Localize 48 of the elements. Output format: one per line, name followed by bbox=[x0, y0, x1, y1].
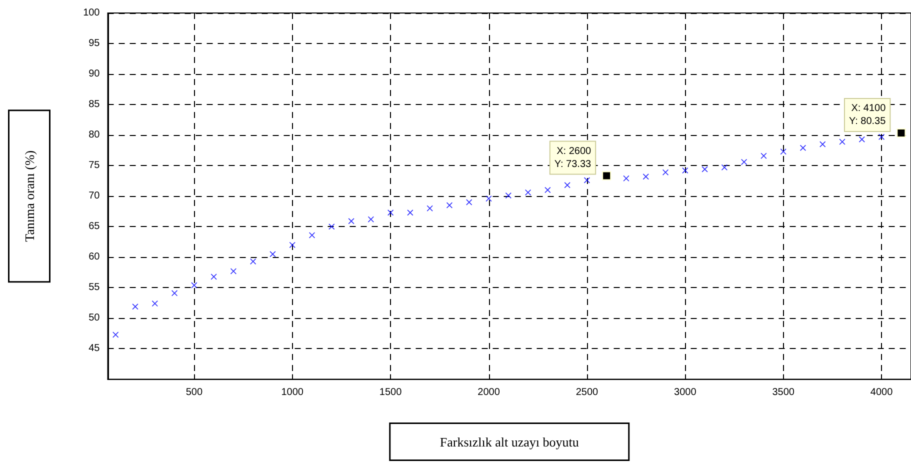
x-tick-label: 3000 bbox=[674, 386, 697, 398]
annotation: X: 2600 Y: 73.33 bbox=[554, 146, 592, 170]
point bbox=[525, 189, 532, 196]
annotation: X: 4100 Y: 80.35 bbox=[848, 102, 886, 127]
point bbox=[858, 136, 865, 142]
y-tick-label: 45 bbox=[88, 343, 100, 354]
point bbox=[426, 205, 433, 212]
point bbox=[642, 174, 649, 180]
point bbox=[348, 218, 354, 224]
x-tick-label: 1000 bbox=[281, 386, 304, 398]
point bbox=[505, 192, 512, 199]
y-tick-label: 85 bbox=[88, 99, 100, 110]
y-tick-label: 95 bbox=[88, 38, 100, 50]
point bbox=[760, 152, 767, 159]
point bbox=[368, 216, 374, 222]
point bbox=[702, 166, 708, 172]
y-tick-label: 75 bbox=[88, 160, 100, 172]
point bbox=[388, 210, 394, 216]
point bbox=[741, 158, 748, 165]
point bbox=[839, 138, 846, 145]
point bbox=[289, 242, 296, 248]
y-tick-label: 65 bbox=[88, 221, 100, 232]
point bbox=[191, 282, 198, 288]
point bbox=[250, 258, 256, 264]
point bbox=[152, 300, 158, 307]
y-tick-label: 80 bbox=[88, 130, 100, 141]
y-tick-label: 90 bbox=[88, 68, 100, 80]
y-tick-label: 100 bbox=[83, 8, 100, 18]
point bbox=[800, 144, 806, 151]
point bbox=[112, 332, 119, 338]
point bbox=[328, 224, 335, 230]
x-tick-label: 500 bbox=[186, 386, 203, 398]
y-axis-title: Tanıma oranı (%) bbox=[22, 150, 37, 242]
y-tick-label: 70 bbox=[88, 190, 100, 202]
point bbox=[407, 210, 414, 216]
y-tick-label: 60 bbox=[88, 252, 100, 263]
point bbox=[878, 134, 885, 140]
point bbox=[564, 182, 570, 188]
x-tick-label: 4000 bbox=[870, 386, 894, 398]
x-tick-label: 3500 bbox=[772, 386, 795, 398]
x-axis-title: Farksızlık alt uzayı boyutu bbox=[440, 434, 580, 450]
y-tick-label: 50 bbox=[88, 312, 100, 324]
y-tick-label: 55 bbox=[88, 282, 100, 294]
x-tick-label: 1500 bbox=[379, 386, 402, 398]
point bbox=[210, 274, 217, 280]
point bbox=[721, 164, 728, 170]
x-tick-label: 2500 bbox=[576, 386, 599, 398]
x-tick-label: 2000 bbox=[478, 386, 500, 398]
